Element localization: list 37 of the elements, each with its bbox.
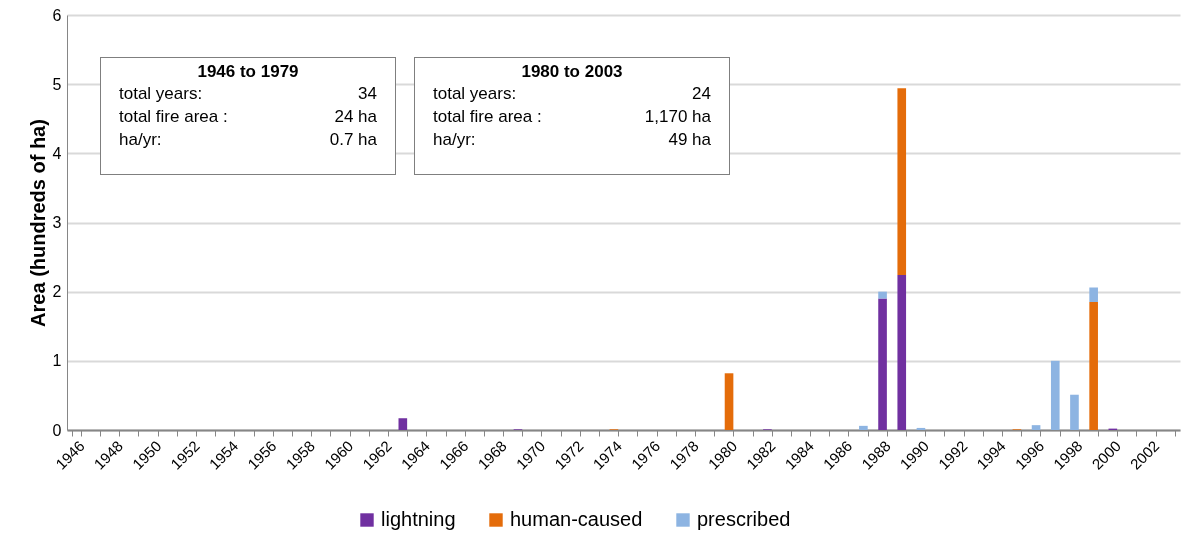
annotation: ha/yr: xyxy=(119,129,162,151)
bar xyxy=(398,418,408,430)
bar xyxy=(897,275,907,430)
y-tick-label: 3 xyxy=(52,214,62,231)
y-tick-label: 2 xyxy=(52,283,62,301)
bar xyxy=(1070,394,1079,430)
y-tick-label: 0 xyxy=(52,421,62,439)
legend-label: prescribed xyxy=(697,508,791,530)
annotation: 24 xyxy=(692,83,711,105)
bar xyxy=(1089,302,1098,430)
annotation: total years: xyxy=(119,83,203,105)
bar xyxy=(859,425,868,430)
bar xyxy=(1050,360,1060,430)
annotation: total years: xyxy=(433,83,517,105)
annotation: 0.7 ha xyxy=(329,129,377,151)
annotation: 1,170 ha xyxy=(644,106,711,128)
annotation: 1980 to 2003 xyxy=(520,62,624,82)
bar xyxy=(878,298,887,430)
y-tick-label: 6 xyxy=(52,6,62,24)
bar xyxy=(724,373,734,430)
bar xyxy=(1089,287,1098,303)
y-tick-label: 5 xyxy=(52,75,62,93)
annotation: total fire area : xyxy=(433,106,542,128)
annotation: 1946 to 1979 xyxy=(196,62,300,82)
annotation: ha/yr: xyxy=(433,129,476,151)
y-tick-label: 1 xyxy=(52,352,62,370)
bar xyxy=(878,291,887,299)
annotation: 49 ha xyxy=(668,129,711,151)
legend-label: lightning xyxy=(381,508,456,530)
annotation: total fire area : xyxy=(119,106,228,128)
bar xyxy=(1031,425,1041,430)
annotation: 24 ha xyxy=(334,106,377,128)
annotation: 34 xyxy=(358,83,377,105)
bar xyxy=(897,88,907,276)
legend-label: human-caused xyxy=(510,508,643,530)
y-tick-label: 4 xyxy=(52,144,62,162)
y-axis-title: Area (hundreds of ha) xyxy=(26,119,49,327)
